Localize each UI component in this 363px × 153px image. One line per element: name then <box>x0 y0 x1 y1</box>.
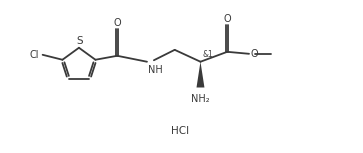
Text: HCl: HCl <box>171 125 189 136</box>
Text: O: O <box>113 18 121 28</box>
Polygon shape <box>196 62 204 88</box>
Text: NH₂: NH₂ <box>191 94 210 104</box>
Text: S: S <box>76 36 83 46</box>
Text: Cl: Cl <box>29 50 39 60</box>
Text: &1: &1 <box>203 50 213 59</box>
Text: NH: NH <box>148 65 163 75</box>
Text: O: O <box>250 49 258 59</box>
Text: O: O <box>223 14 231 24</box>
